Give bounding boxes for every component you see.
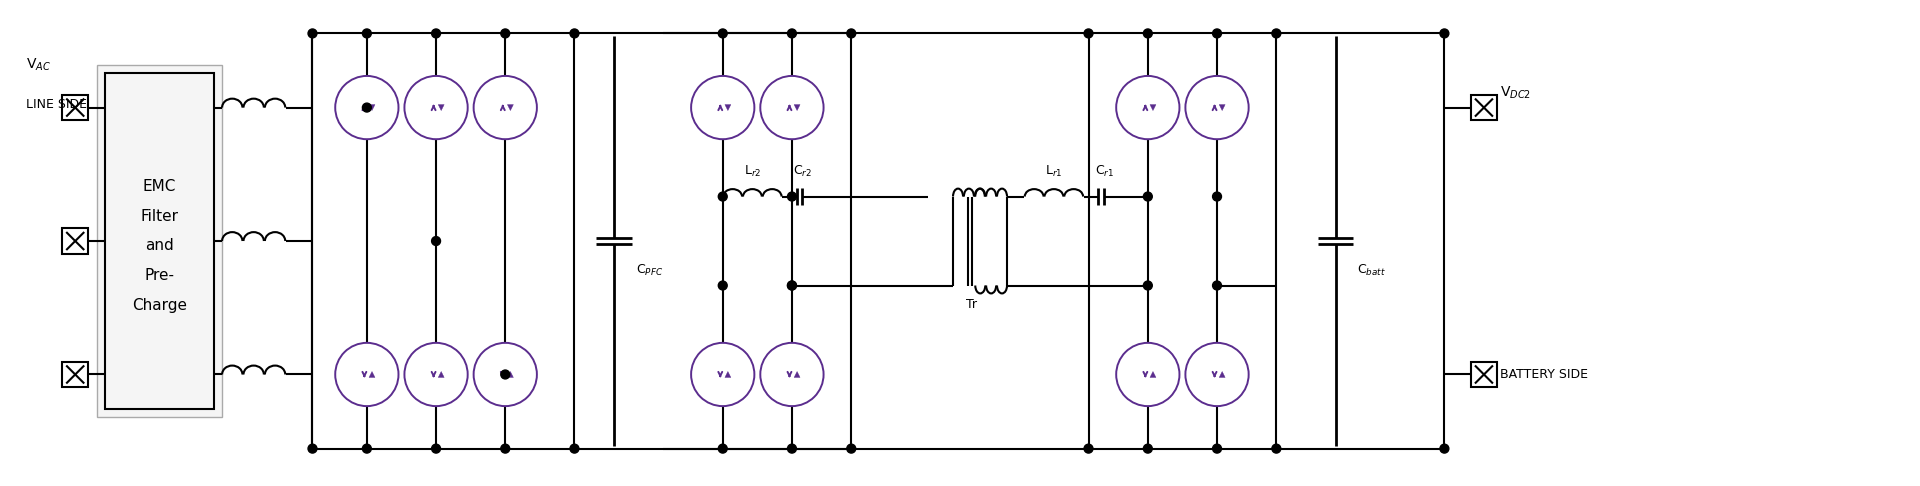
Circle shape bbox=[432, 444, 440, 453]
Circle shape bbox=[1213, 29, 1221, 38]
Polygon shape bbox=[1219, 104, 1225, 110]
Circle shape bbox=[691, 343, 755, 406]
Circle shape bbox=[307, 29, 317, 38]
Text: C$_{batt}$: C$_{batt}$ bbox=[1357, 263, 1386, 278]
Circle shape bbox=[1213, 192, 1221, 201]
Bar bbox=[1471, 95, 1498, 121]
Text: C$_{PFC}$: C$_{PFC}$ bbox=[636, 263, 662, 278]
Text: Pre-: Pre- bbox=[144, 268, 175, 283]
Circle shape bbox=[718, 29, 728, 38]
Circle shape bbox=[1440, 444, 1450, 453]
Circle shape bbox=[787, 281, 797, 290]
Circle shape bbox=[718, 444, 728, 453]
Circle shape bbox=[1185, 76, 1248, 139]
Polygon shape bbox=[1150, 371, 1156, 378]
Circle shape bbox=[1144, 192, 1152, 201]
Circle shape bbox=[718, 192, 728, 201]
Circle shape bbox=[307, 444, 317, 453]
Circle shape bbox=[847, 444, 856, 453]
Circle shape bbox=[718, 281, 728, 290]
Polygon shape bbox=[507, 104, 513, 110]
Circle shape bbox=[501, 29, 509, 38]
Polygon shape bbox=[369, 371, 374, 378]
Circle shape bbox=[1085, 29, 1092, 38]
Bar bbox=[98, 65, 221, 417]
Circle shape bbox=[1085, 444, 1092, 453]
Circle shape bbox=[1271, 444, 1281, 453]
Circle shape bbox=[405, 343, 468, 406]
Circle shape bbox=[787, 281, 797, 290]
Circle shape bbox=[787, 192, 797, 201]
Circle shape bbox=[336, 343, 399, 406]
Circle shape bbox=[1213, 444, 1221, 453]
Text: L$_{r2}$: L$_{r2}$ bbox=[743, 164, 760, 179]
Circle shape bbox=[691, 76, 755, 139]
Circle shape bbox=[787, 444, 797, 453]
Circle shape bbox=[760, 343, 824, 406]
Polygon shape bbox=[1150, 104, 1156, 110]
Text: Filter: Filter bbox=[140, 209, 179, 224]
Text: LINE SIDE: LINE SIDE bbox=[25, 98, 86, 111]
Circle shape bbox=[1144, 29, 1152, 38]
Text: L$_{r1}$: L$_{r1}$ bbox=[1044, 164, 1062, 179]
Polygon shape bbox=[369, 104, 374, 110]
Circle shape bbox=[1213, 281, 1221, 290]
Polygon shape bbox=[726, 371, 732, 378]
Circle shape bbox=[1144, 444, 1152, 453]
Polygon shape bbox=[795, 104, 801, 110]
Text: V$_{AC}$: V$_{AC}$ bbox=[25, 56, 50, 73]
Bar bbox=[61, 362, 88, 387]
Circle shape bbox=[501, 444, 509, 453]
Circle shape bbox=[405, 76, 468, 139]
Text: C$_{r2}$: C$_{r2}$ bbox=[793, 164, 812, 179]
Text: Tr: Tr bbox=[966, 298, 977, 312]
Circle shape bbox=[432, 237, 440, 245]
Text: EMC: EMC bbox=[142, 179, 177, 194]
Text: Charge: Charge bbox=[132, 298, 186, 313]
Polygon shape bbox=[507, 371, 513, 378]
Text: V$_{DC2}$: V$_{DC2}$ bbox=[1500, 85, 1530, 101]
Circle shape bbox=[474, 343, 538, 406]
Text: BATTERY SIDE: BATTERY SIDE bbox=[1500, 368, 1588, 381]
Circle shape bbox=[760, 76, 824, 139]
Circle shape bbox=[1271, 29, 1281, 38]
Bar bbox=[106, 73, 213, 409]
Circle shape bbox=[1185, 343, 1248, 406]
Circle shape bbox=[1440, 29, 1450, 38]
Circle shape bbox=[1116, 76, 1179, 139]
Circle shape bbox=[363, 29, 371, 38]
Circle shape bbox=[1116, 343, 1179, 406]
Circle shape bbox=[501, 370, 509, 379]
Polygon shape bbox=[438, 104, 444, 110]
Circle shape bbox=[570, 444, 580, 453]
Circle shape bbox=[432, 29, 440, 38]
Circle shape bbox=[847, 29, 856, 38]
Polygon shape bbox=[795, 371, 801, 378]
Bar bbox=[61, 228, 88, 254]
Circle shape bbox=[474, 76, 538, 139]
Circle shape bbox=[787, 29, 797, 38]
Circle shape bbox=[363, 103, 371, 112]
Polygon shape bbox=[1219, 371, 1225, 378]
Circle shape bbox=[363, 444, 371, 453]
Bar bbox=[61, 95, 88, 121]
Circle shape bbox=[1144, 281, 1152, 290]
Bar bbox=[1471, 362, 1498, 387]
Circle shape bbox=[570, 29, 580, 38]
Polygon shape bbox=[438, 371, 444, 378]
Polygon shape bbox=[726, 104, 732, 110]
Text: C$_{r1}$: C$_{r1}$ bbox=[1094, 164, 1114, 179]
Circle shape bbox=[336, 76, 399, 139]
Text: and: and bbox=[144, 239, 173, 254]
